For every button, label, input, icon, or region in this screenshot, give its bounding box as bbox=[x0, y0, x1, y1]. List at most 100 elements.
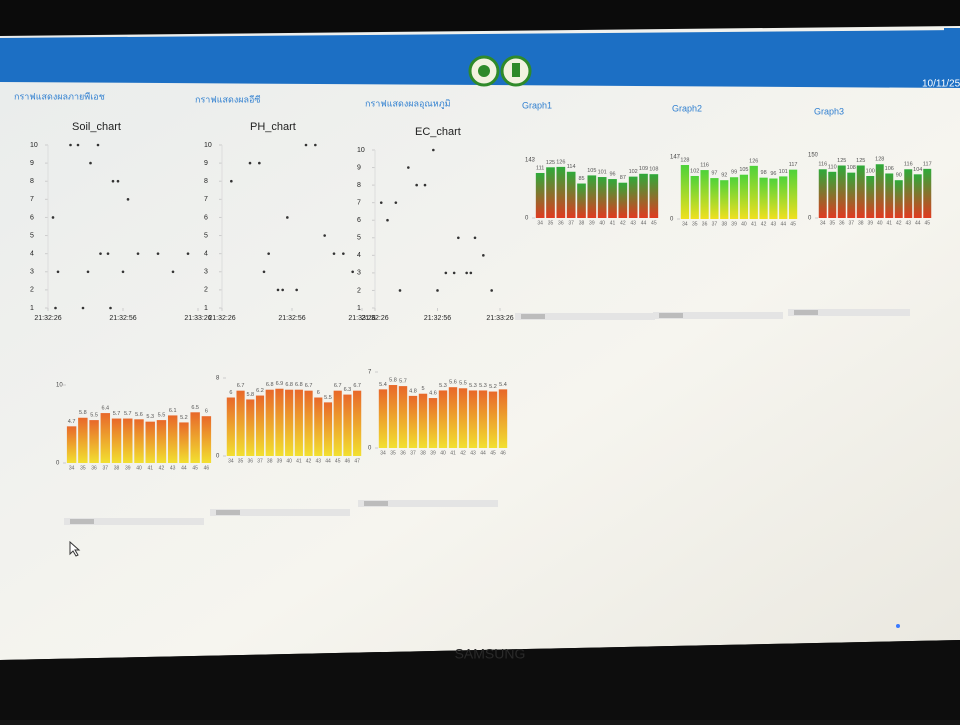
nav-link[interactable]: กราฟแสดงผลอีซี bbox=[195, 94, 261, 104]
value-label: 99 bbox=[731, 170, 737, 176]
value-label: 6.7 bbox=[305, 383, 313, 389]
scrollbar-thumb[interactable] bbox=[794, 310, 818, 315]
value-label: 105 bbox=[587, 168, 596, 174]
x-tick-label: 36 bbox=[558, 220, 564, 226]
bar bbox=[100, 413, 111, 463]
bar bbox=[294, 389, 303, 456]
value-label: 5.7 bbox=[124, 411, 132, 417]
y-tick-label: 147 bbox=[670, 155, 681, 161]
x-tick-label: 40 bbox=[599, 220, 605, 226]
bar-chart: 0 7 5.4 34 5.8 35 5.7 36 4.8 37 5 38 4.6 39 5.3 40 5.6 41… bbox=[368, 370, 508, 456]
y-tick-label: 1 bbox=[204, 305, 208, 312]
nav-link[interactable]: Graph1 bbox=[522, 100, 552, 110]
bar bbox=[577, 183, 586, 218]
scrollbar[interactable] bbox=[210, 509, 350, 516]
nav-link[interactable]: กราฟแสดงผลอุณหภูมิ bbox=[365, 98, 451, 109]
bar-chart: 0 150 116 34 110 35 125 36 108 37 125 38 100 39 128 40 1… bbox=[808, 153, 932, 227]
scrollbar[interactable] bbox=[64, 518, 204, 525]
nav-link[interactable]: Graph2 bbox=[672, 103, 702, 113]
point bbox=[136, 252, 140, 255]
x-tick-label: 43 bbox=[316, 458, 322, 464]
x-tick-label: 44 bbox=[181, 465, 187, 471]
y-tick-label: 7 bbox=[204, 196, 208, 203]
value-label: 100 bbox=[866, 168, 875, 174]
value-label: 101 bbox=[598, 169, 607, 175]
scrollbar-thumb[interactable] bbox=[659, 313, 683, 318]
point bbox=[465, 271, 468, 275]
x-tick-label: 38 bbox=[579, 220, 585, 226]
x-tick-label: 45 bbox=[651, 220, 657, 226]
bar bbox=[608, 179, 617, 218]
bar bbox=[468, 390, 478, 448]
bar bbox=[398, 386, 408, 448]
scrollbar[interactable] bbox=[788, 309, 910, 316]
x-tick-label: 21:32:56 bbox=[278, 315, 305, 322]
x-tick-label: 35 bbox=[238, 458, 244, 464]
scrollbar-thumb[interactable] bbox=[216, 510, 240, 515]
point bbox=[323, 234, 326, 237]
bar bbox=[343, 394, 352, 456]
scrollbar-thumb[interactable] bbox=[521, 314, 545, 319]
bar bbox=[111, 418, 122, 463]
y-tick-label: 5 bbox=[204, 232, 208, 239]
x-tick-label: 36 bbox=[91, 465, 97, 471]
value-label: 101 bbox=[779, 169, 788, 175]
y-tick-label: 10 bbox=[30, 142, 38, 149]
x-tick-label: 21:33:26 bbox=[184, 315, 211, 322]
point bbox=[490, 289, 493, 292]
value-label: 126 bbox=[556, 159, 565, 165]
bar bbox=[618, 182, 628, 218]
scrollbar[interactable] bbox=[358, 500, 498, 507]
x-tick-label: 37 bbox=[712, 221, 718, 227]
x-tick-label: 42 bbox=[306, 458, 312, 464]
value-label: 116 bbox=[700, 163, 709, 169]
x-tick-label: 37 bbox=[410, 450, 416, 456]
y-tick-label: 4 bbox=[204, 251, 208, 258]
x-tick-label: 34 bbox=[820, 220, 826, 226]
scrollbar-thumb[interactable] bbox=[70, 519, 94, 524]
x-tick-label: 45 bbox=[924, 220, 930, 226]
scrollbar[interactable] bbox=[515, 313, 655, 320]
x-tick-label: 41 bbox=[610, 220, 616, 226]
point bbox=[379, 201, 383, 204]
value-label: 105 bbox=[739, 167, 748, 173]
point bbox=[314, 143, 317, 147]
chart-title: Soil_chart bbox=[72, 121, 121, 133]
bar bbox=[700, 170, 709, 219]
bar bbox=[145, 421, 155, 463]
x-tick-label: 21:33:26 bbox=[486, 315, 513, 322]
screen-area bbox=[0, 26, 960, 660]
chart-title: EC_chart bbox=[415, 126, 461, 138]
bar bbox=[265, 389, 274, 456]
value-label: 111 bbox=[536, 165, 544, 171]
x-tick-label: 44 bbox=[780, 221, 786, 227]
value-label: 5.8 bbox=[79, 410, 87, 416]
scrollbar-thumb[interactable] bbox=[364, 501, 388, 506]
bar bbox=[190, 412, 200, 463]
bar bbox=[123, 418, 133, 463]
nav-link[interactable]: Graph3 bbox=[814, 106, 844, 116]
x-tick-label: 43 bbox=[170, 465, 176, 471]
point bbox=[89, 161, 92, 165]
x-tick-label: 34 bbox=[380, 450, 386, 456]
value-label: 6 bbox=[317, 390, 320, 396]
x-tick-label: 43 bbox=[771, 221, 777, 227]
value-label: 128 bbox=[680, 157, 689, 163]
bar-chart: 0 10 4.7 34 5.8 35 5.5 36 6.4 37 5.7 38 5.7 39 5.6 40 5.… bbox=[56, 383, 212, 471]
point bbox=[69, 143, 72, 147]
y-tick-label: 0 bbox=[670, 217, 674, 223]
value-label: 128 bbox=[875, 157, 884, 163]
value-label: 4.8 bbox=[409, 388, 417, 394]
y-tick-label: 10 bbox=[204, 142, 212, 149]
scrollbar[interactable] bbox=[653, 312, 783, 319]
y-tick-label: 6 bbox=[30, 214, 34, 221]
x-tick-label: 41 bbox=[751, 221, 757, 227]
point bbox=[423, 183, 427, 187]
value-label: 6.8 bbox=[285, 382, 293, 388]
bar bbox=[856, 165, 865, 218]
bar bbox=[847, 172, 856, 218]
nav-link[interactable]: กราฟแสดงผลภายพีเอช bbox=[14, 91, 105, 101]
point bbox=[432, 148, 435, 152]
bar bbox=[639, 173, 648, 218]
